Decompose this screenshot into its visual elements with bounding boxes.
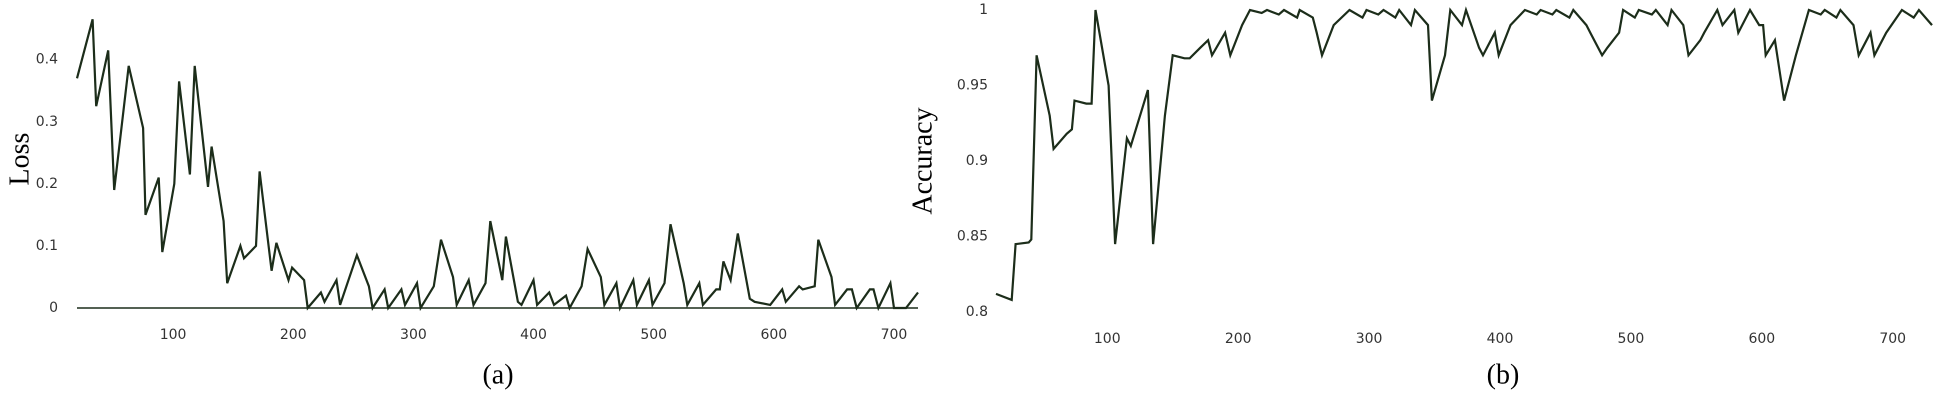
y-axis-label: Loss: [4, 133, 35, 186]
y-tick-label: 0.4: [36, 52, 58, 68]
loss-line: [75, 19, 919, 312]
caption: (a): [482, 359, 513, 390]
y-tick-label: 0.8: [966, 304, 988, 320]
x-tick-label: 200: [280, 327, 307, 343]
x-tick-label: 700: [881, 327, 908, 343]
x-tick-label: 300: [1356, 331, 1383, 347]
x-tick-label: 100: [1094, 331, 1121, 347]
y-tick-label: 0.95: [957, 78, 988, 94]
x-tick-label: 200: [1225, 331, 1252, 347]
x-tick-label: 400: [1487, 331, 1514, 347]
y-tick-label: 1: [979, 2, 988, 18]
y-tick-label: 0.3: [36, 114, 58, 130]
y-axis-label: Accuracy: [907, 107, 938, 214]
x-tick-label: 300: [400, 327, 427, 343]
y-tick-label: 0.2: [36, 176, 58, 192]
caption: (b): [1487, 359, 1520, 390]
x-tick-label: 500: [640, 327, 667, 343]
y-tick-label: 0.85: [957, 229, 988, 245]
x-tick-label: 500: [1618, 331, 1645, 347]
loss-line: [995, 6, 1933, 302]
x-tick-label: 100: [160, 327, 187, 343]
x-tick-label: 600: [760, 327, 787, 343]
y-tick-label: 0.9: [966, 153, 988, 169]
y-tick-label: 0: [49, 300, 58, 316]
x-tick-label: 600: [1748, 331, 1775, 347]
y-tick-label: 0.1: [36, 238, 58, 254]
x-tick-label: 400: [520, 327, 547, 343]
x-tick-label: 700: [1879, 331, 1906, 347]
